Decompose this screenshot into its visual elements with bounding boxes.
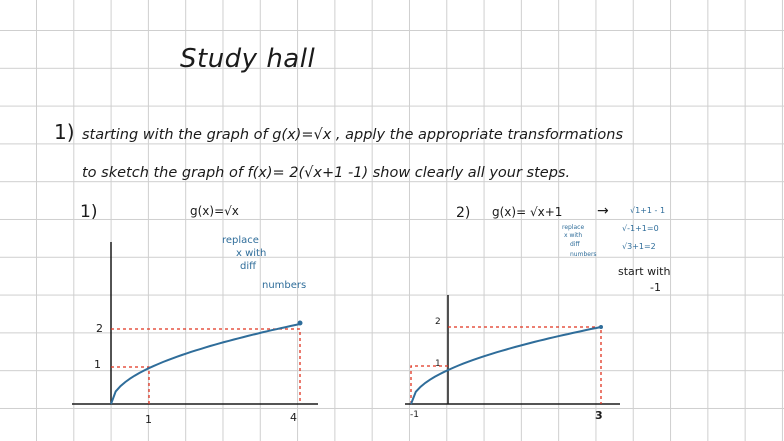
page-title: Study hall: [180, 44, 316, 74]
step1-note-4: numbers: [262, 280, 307, 291]
step2-note-1: replace: [562, 224, 585, 231]
step1-guide-2: [111, 328, 301, 404]
step2-xtick-neg1: -1: [410, 410, 419, 420]
step2-start-note-2: -1: [650, 281, 661, 294]
step1-note-2: x with: [236, 248, 267, 259]
step1-xtick-4: 4: [290, 411, 297, 424]
step1-ytick-1: 1: [94, 358, 101, 371]
step1-curve: [110, 323, 301, 405]
step1-label: 1): [80, 202, 98, 222]
step2-guide-2: [448, 326, 602, 404]
step1-guide-1: [111, 366, 150, 404]
step2-ytick-2: 2: [435, 317, 441, 327]
step1-ytick-2: 2: [96, 322, 103, 335]
step1-endpoint: [297, 320, 303, 326]
step2-arrow: →: [597, 203, 609, 219]
step2-side-3: √3+1=2: [622, 242, 656, 251]
step2-curve: [410, 326, 602, 405]
step2-function: g(x)= √x+1: [492, 205, 563, 219]
problem-line-2: to sketch the graph of f(x)= 2(√x+1 -1) …: [82, 165, 571, 181]
step2-endpoint: [599, 325, 603, 329]
step1-function: g(x)=√x: [190, 204, 239, 218]
step2-side-2: √-1+1=0: [622, 224, 659, 233]
step2-start-note-1: start with: [618, 265, 671, 278]
step1-xtick-1: 1: [145, 413, 152, 426]
step2-note-3: diff: [570, 241, 580, 248]
step2-xtick-3: 3: [595, 409, 603, 422]
problem-number: 1): [54, 120, 75, 144]
step2-side-1: √1+1 - 1: [630, 206, 666, 215]
step2-note-4: numbers: [570, 251, 597, 258]
problem-line-1: starting with the graph of g(x)=√x , app…: [82, 127, 624, 143]
step2-ytick-1: 1: [435, 359, 441, 369]
step1-note-3: diff: [240, 261, 257, 272]
step2-guide-1: [410, 365, 448, 404]
step1-note-1: replace: [222, 235, 259, 246]
step2-note-2: x with: [564, 232, 583, 239]
step2-label: 2): [456, 205, 471, 221]
